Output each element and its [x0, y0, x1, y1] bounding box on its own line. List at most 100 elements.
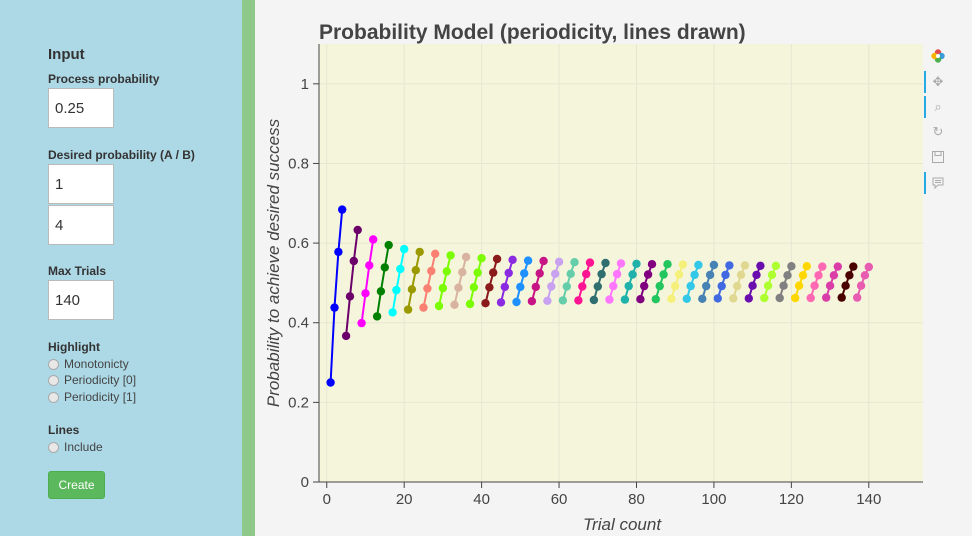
data-point — [341, 331, 351, 341]
box-zoom-icon[interactable]: ⌕ — [934, 99, 942, 114]
data-point — [597, 269, 606, 279]
data-point — [593, 282, 602, 291]
radio-circle-icon — [48, 358, 59, 370]
data-point — [345, 292, 355, 301]
data-point — [725, 261, 734, 270]
series-15 — [543, 257, 564, 305]
data-point — [682, 294, 691, 303]
desired-probability-a-input[interactable] — [48, 164, 114, 204]
series-27 — [729, 261, 750, 303]
series-28 — [744, 261, 765, 303]
data-point — [496, 298, 506, 307]
radio-monotonicity[interactable]: Monotonicty — [48, 357, 129, 371]
y-tick-label: 0.2 — [288, 394, 309, 411]
series-line — [376, 244, 390, 317]
radio-circle-icon — [48, 391, 59, 403]
series-line — [825, 266, 839, 298]
process-probability-label: Process probability — [48, 72, 160, 86]
series-line — [360, 239, 375, 324]
series-line — [469, 257, 483, 305]
data-point — [500, 282, 509, 292]
data-point — [752, 270, 761, 280]
create-button[interactable]: Create — [48, 471, 105, 499]
series-5 — [388, 244, 409, 317]
data-point — [465, 299, 475, 309]
data-point — [469, 283, 479, 292]
series-line — [856, 266, 870, 298]
series-34 — [837, 262, 858, 302]
series-line — [685, 264, 700, 300]
data-point — [702, 281, 711, 291]
data-point — [616, 259, 626, 268]
series-10 — [465, 254, 486, 309]
data-point — [833, 262, 842, 271]
series-line — [577, 262, 591, 301]
data-point — [357, 318, 366, 328]
x-tick-label: 120 — [779, 491, 804, 508]
data-point — [791, 293, 800, 303]
data-point — [461, 252, 471, 262]
data-point — [678, 260, 688, 269]
data-point — [353, 225, 362, 235]
series-line — [345, 229, 359, 336]
data-point — [849, 262, 858, 271]
data-point — [628, 270, 637, 279]
data-point — [574, 296, 583, 305]
radio-include[interactable]: Include — [48, 440, 103, 454]
data-point — [729, 294, 738, 303]
data-point — [748, 281, 757, 290]
process-probability-input[interactable] — [48, 88, 114, 128]
data-point — [640, 281, 649, 291]
y-tick-label: 1 — [301, 76, 309, 93]
series-line — [515, 260, 530, 303]
radio-periodicity-1[interactable]: Periodicity [1] — [48, 390, 136, 404]
series-line — [716, 265, 731, 299]
x-tick-label: 80 — [628, 491, 645, 508]
data-point — [733, 281, 742, 291]
data-point — [512, 297, 521, 307]
data-point — [713, 294, 722, 303]
data-point — [349, 256, 358, 266]
series-line — [639, 263, 653, 300]
data-point — [860, 271, 870, 280]
active-tool-indicator — [924, 96, 926, 118]
chart-title: Probability Model (periodicity, lines dr… — [319, 21, 746, 44]
data-point — [485, 283, 494, 292]
series-line — [608, 263, 622, 300]
data-point — [330, 303, 339, 312]
data-point — [612, 269, 622, 279]
series-22 — [651, 260, 672, 304]
data-point — [856, 281, 866, 290]
data-point — [674, 270, 684, 279]
data-point — [756, 261, 765, 270]
max-trials-input[interactable] — [48, 280, 114, 320]
bokeh-logo-icon[interactable] — [930, 48, 946, 64]
data-point — [473, 268, 482, 277]
data-point — [651, 295, 660, 304]
desired-probability-b-input[interactable] — [48, 205, 114, 245]
series-18 — [589, 258, 610, 305]
max-trials-label: Max Trials — [48, 264, 107, 278]
sidebar: Input Process probability Desired probab… — [0, 0, 242, 536]
radio-periodicity-0[interactable]: Periodicity [0] — [48, 373, 136, 387]
data-point — [814, 271, 823, 280]
series-line — [407, 251, 421, 310]
data-point — [411, 266, 420, 275]
data-point — [361, 289, 370, 298]
save-icon[interactable] — [930, 150, 946, 166]
series-20 — [620, 259, 641, 304]
data-point — [384, 240, 393, 250]
reset-icon[interactable]: ↻ — [932, 124, 944, 139]
data-point — [655, 281, 664, 291]
pan-icon[interactable]: ✥ — [932, 74, 944, 89]
radio-label: Periodicity [1] — [64, 390, 137, 404]
data-point — [806, 293, 815, 303]
data-point — [659, 270, 668, 279]
hover-icon[interactable] — [930, 176, 946, 192]
data-point — [566, 269, 575, 278]
series-21 — [636, 260, 657, 304]
data-point — [369, 235, 378, 244]
data-point — [585, 258, 595, 267]
data-point — [539, 256, 548, 266]
data-point — [450, 300, 459, 309]
